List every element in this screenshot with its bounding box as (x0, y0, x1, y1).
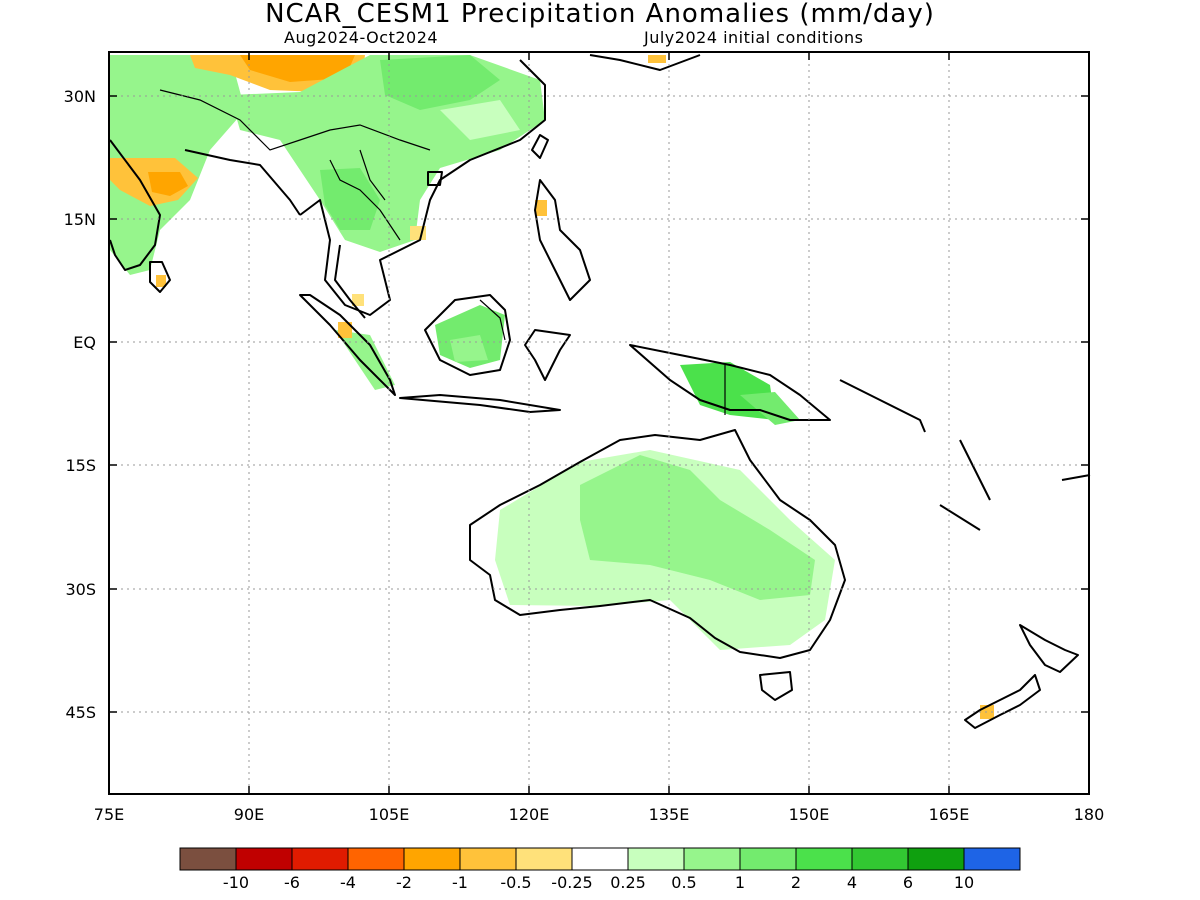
map-title: NCAR_CESM1 Precipitation Anomalies (mm/d… (265, 0, 935, 29)
colorbar-label: 1 (735, 873, 745, 892)
graticule (108, 52, 1090, 794)
coastline-new-guinea (629, 344, 831, 421)
coastline-malay (334, 244, 366, 319)
lon-label: 165E (929, 805, 970, 824)
lon-label: 180 (1074, 805, 1105, 824)
lat-label: 15S (65, 456, 96, 475)
colorbar-swatch (515, 847, 573, 871)
lon-label: 105E (369, 805, 410, 824)
colorbar-label: -4 (340, 873, 356, 892)
colorbar-swatch (683, 847, 741, 871)
colorbar-label: 0.5 (671, 873, 696, 892)
colorbar-swatch (571, 847, 629, 871)
anomaly-fields (110, 55, 994, 719)
lon-label: 90E (234, 805, 264, 824)
coastline-indochina (299, 59, 546, 316)
anomaly-china-light (440, 100, 520, 140)
axis-labels: 30N 15N EQ 15S 30S 45S 75E 90E 105E 120E 135E 150E 1… (64, 87, 1105, 824)
coastline-vanuatu (959, 439, 991, 501)
coastline-solomons (839, 379, 926, 433)
forecast-period: Aug2024-Oct2024 (284, 28, 439, 47)
coastline-india (109, 139, 161, 271)
coastline-bay-of-bengal (184, 149, 301, 216)
anomaly-australia-moderate (580, 455, 815, 600)
lat-label: 30S (65, 580, 96, 599)
colorbar-label: 0.25 (610, 873, 646, 892)
coastline-australia (469, 429, 846, 659)
colorbar-label: 2 (791, 873, 801, 892)
colorbar-swatch (347, 847, 405, 871)
anomaly-dry-spot (338, 322, 352, 338)
colorbar-swatch (739, 847, 797, 871)
colorbar-label: -0.25 (551, 873, 592, 892)
colorbar-label: -6 (284, 873, 300, 892)
coastline-philippines (534, 179, 591, 301)
initial-conditions: July2024 initial conditions (644, 28, 864, 47)
coastline-taiwan (531, 134, 549, 159)
coastlines (109, 54, 1091, 729)
anomaly-india-dry-core (148, 172, 188, 196)
anomaly-new-guinea (680, 362, 775, 420)
colorbar-label: 4 (847, 873, 857, 892)
lat-label: EQ (73, 333, 96, 352)
colorbar-label: 10 (954, 873, 974, 892)
coastline-java (399, 394, 561, 413)
anomaly-dry-spot (648, 55, 666, 63)
coastline-fiji (1061, 474, 1091, 481)
coastline-borneo (424, 294, 511, 376)
anomaly-dry-spot (535, 200, 547, 216)
lat-label: 30N (64, 87, 96, 106)
colorbar-label: -2 (396, 873, 412, 892)
colorbar-label: 6 (903, 873, 913, 892)
anomaly-dry-spot (352, 294, 364, 306)
colorbar-swatch (795, 847, 853, 871)
colorbar-label: -0.5 (500, 873, 531, 892)
anomaly-borneo-light (450, 335, 488, 362)
coastline-tasmania (759, 671, 793, 701)
colorbar-swatch (403, 847, 461, 871)
anomaly-indochina-positive (230, 55, 545, 252)
lon-label: 75E (94, 805, 124, 824)
colorbar-swatch (963, 847, 1021, 871)
anomaly-borneo-positive (435, 305, 505, 368)
anomaly-himalaya-dry-core (240, 55, 355, 82)
colorbar-swatch (179, 847, 237, 871)
colorbar-swatch (291, 847, 349, 871)
colorbar: -10 -6 -4 -2 -1 -0.5 -0.25 0.25 0.5 1 2 4 6 10 (179, 847, 1021, 892)
lon-label: 120E (509, 805, 550, 824)
anomaly-new-guinea-light (740, 392, 800, 425)
coastline-new-zealand-south (964, 674, 1041, 729)
colorbar-swatch (459, 847, 517, 871)
anomaly-sumatra-positive (335, 330, 395, 390)
coastline-hainan (427, 171, 443, 186)
coastline-new-caledonia (939, 504, 981, 531)
colorbar-swatch (851, 847, 909, 871)
anomaly-dry-spot (156, 275, 166, 287)
lat-label: 15N (64, 210, 96, 229)
colorbar-label: -10 (223, 873, 249, 892)
anomaly-indochina-strong (320, 168, 380, 230)
lat-label: 45S (65, 703, 96, 722)
lon-label: 150E (789, 805, 830, 824)
lon-label: 135E (649, 805, 690, 824)
map-frame (108, 51, 1090, 795)
coastline-sulawesi (524, 329, 571, 381)
coastline-sumatra (299, 294, 396, 396)
colorbar-label: -1 (452, 873, 468, 892)
coastline-new-zealand-north (1019, 624, 1079, 673)
colorbar-swatch (627, 847, 685, 871)
coastline-japan (589, 54, 701, 71)
country-borders (159, 89, 726, 415)
coastline-sri-lanka (149, 261, 171, 293)
colorbar-swatch (235, 847, 293, 871)
colorbar-swatch (907, 847, 965, 871)
